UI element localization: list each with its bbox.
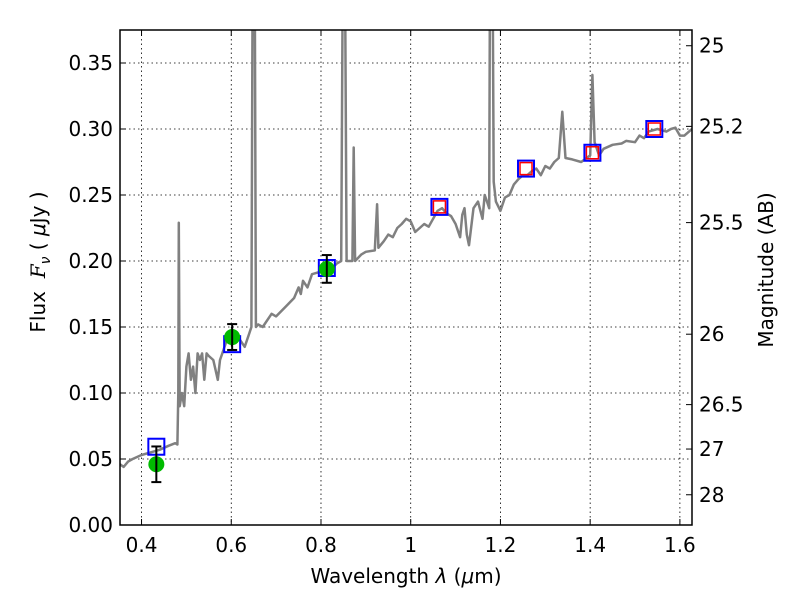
y-tick-label: 0.10 [68,381,113,405]
x-tick-label: 0.4 [126,533,158,557]
spectrum-line [120,30,692,469]
y2-tick-label: 25.2 [699,114,744,138]
y2-tick-label: 27 [699,437,724,461]
model-red-square [519,161,533,176]
x-tick-label: 1.6 [664,533,696,557]
x-tick-label: 1.4 [574,533,606,557]
y2-tick-label: 26.5 [699,393,744,417]
plot-marks [120,30,692,484]
y-axis-label: Flux Fν ( μJy ) [26,191,54,332]
model-blue-square [517,159,536,178]
model-red-square [647,122,662,136]
model-blue-square [583,143,602,162]
y-tick-label: 0.15 [68,315,113,339]
x-tick-label: 0.6 [215,533,247,557]
model-red-square [432,200,447,214]
model-red-square [585,146,600,160]
model-blue-square [430,197,449,216]
y-tick-label: 0.30 [68,117,113,141]
plot-frame [119,29,693,526]
y2-tick-label: 26 [699,322,724,346]
x-axis-label: Wavelength λ (μm) [310,564,501,588]
x-tick-label: 1 [404,533,417,557]
y-tick-label: 0.25 [68,183,113,207]
y2-tick-label: 25 [699,34,724,58]
model-blue-square [645,120,664,138]
x-tick-label: 0.8 [305,533,337,557]
y-tick-label: 0.00 [68,513,113,537]
y-tick-label: 0.35 [68,51,113,75]
x-tick-label: 1.2 [485,533,517,557]
y-tick-label: 0.05 [68,447,113,471]
grid [120,30,692,525]
y-tick-label: 0.20 [68,249,113,273]
y2-axis-label: Magnitude (AB) [754,192,778,347]
ticks: 0.4 0.6 0.8 1 1.2 1.4 1.6 0.00 0.05 0.10 0.15 0.20 0… [68,30,744,557]
y2-tick-label: 28 [699,483,724,507]
y2-tick-label: 25.5 [699,211,744,235]
